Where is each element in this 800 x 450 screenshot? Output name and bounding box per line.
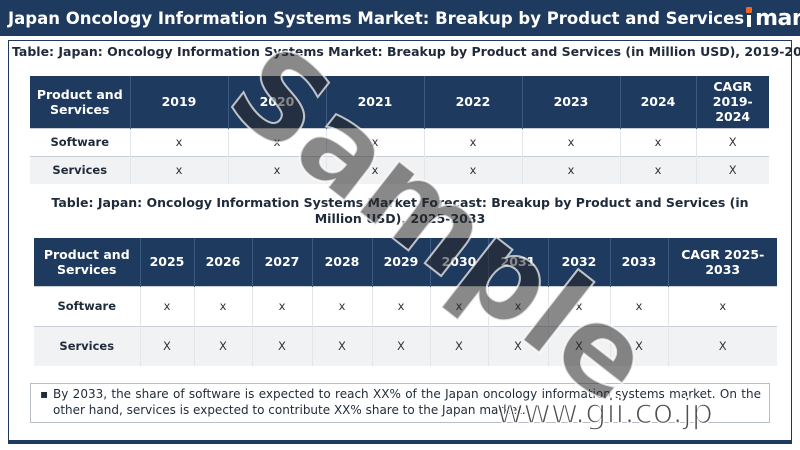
table-cell: X <box>372 325 431 366</box>
table-cell: x <box>194 285 253 326</box>
table-cell: x <box>252 285 313 326</box>
bullet-icon: ▪ <box>40 387 49 401</box>
table-cell: x <box>140 285 195 326</box>
table-cell: x <box>130 155 229 184</box>
column-header: 2032 <box>548 238 611 286</box>
table-cell: x <box>620 127 697 156</box>
row-label: Software <box>30 127 131 156</box>
table-cell: x <box>430 285 489 326</box>
column-header: 2024 <box>620 76 697 128</box>
column-header: 2022 <box>424 76 523 128</box>
table-row: Services x x x x x x X <box>30 155 769 184</box>
column-header: 2031 <box>488 238 549 286</box>
table-cell: X <box>668 325 777 366</box>
column-header: 2020 <box>228 76 327 128</box>
table-cell: X <box>488 325 549 366</box>
summary-text: By 2033, the share of software is expect… <box>53 387 761 417</box>
column-header: 2033 <box>610 238 669 286</box>
summary-note: ▪ By 2033, the share of software is expe… <box>30 383 770 423</box>
table-cell: x <box>326 155 425 184</box>
forecast-table: Product and Services 2025 2026 2027 2028… <box>34 238 777 366</box>
page-title: Japan Oncology Information Systems Marke… <box>8 8 745 28</box>
table-cell: X <box>140 325 195 366</box>
imarc-logo: marc <box>744 6 800 31</box>
table-cell: x <box>424 155 523 184</box>
table-cell: X <box>548 325 611 366</box>
column-header: 2019 <box>130 76 229 128</box>
table-cell: x <box>610 285 669 326</box>
table-row: Software x x x x x x X <box>30 127 769 156</box>
footer-bar <box>8 440 792 443</box>
table-cell: X <box>194 325 253 366</box>
table-cell: X <box>430 325 489 366</box>
table-row: Software x x x x x x x x x x <box>34 285 777 326</box>
table-cell: X <box>696 127 769 156</box>
table-cell: x <box>130 127 229 156</box>
column-header: 2021 <box>326 76 425 128</box>
column-header: 2026 <box>194 238 253 286</box>
table-cell: x <box>488 285 549 326</box>
column-header: 2023 <box>522 76 621 128</box>
table-cell: X <box>696 155 769 184</box>
logo-text: marc <box>755 5 800 31</box>
table-cell: x <box>228 127 327 156</box>
column-header: 2030 <box>430 238 489 286</box>
column-header: CAGR 2019-2024 <box>696 76 769 128</box>
historical-table: Product and Services 2019 2020 2021 2022… <box>30 76 769 184</box>
table-cell: x <box>424 127 523 156</box>
table-row: Services X X X X X X X X X X <box>34 325 777 366</box>
table-header-row: Product and Services 2025 2026 2027 2028… <box>34 238 777 286</box>
table-cell: X <box>610 325 669 366</box>
table-cell: x <box>522 127 621 156</box>
column-header: 2029 <box>372 238 431 286</box>
table-cell: x <box>326 127 425 156</box>
table-cell: X <box>252 325 313 366</box>
column-header: CAGR 2025-2033 <box>668 238 777 286</box>
row-label: Services <box>30 155 131 184</box>
table-cell: x <box>620 155 697 184</box>
column-header: 2025 <box>140 238 195 286</box>
column-header: 2027 <box>252 238 313 286</box>
header-bar: Japan Oncology Information Systems Marke… <box>0 0 800 36</box>
table-cell: x <box>548 285 611 326</box>
column-header: Product and Services <box>34 238 141 286</box>
table-cell: x <box>228 155 327 184</box>
column-header: 2028 <box>312 238 373 286</box>
table1-caption: Table: Japan: Oncology Information Syste… <box>12 44 800 59</box>
row-label: Software <box>34 285 141 326</box>
content-frame <box>8 40 792 444</box>
table-cell: x <box>522 155 621 184</box>
table-cell: x <box>668 285 777 326</box>
table2-caption: Table: Japan: Oncology Information Syste… <box>51 195 749 226</box>
logo-i-icon <box>744 7 754 29</box>
table-cell: X <box>312 325 373 366</box>
table-header-row: Product and Services 2019 2020 2021 2022… <box>30 76 769 128</box>
row-label: Services <box>34 325 141 366</box>
table-cell: x <box>312 285 373 326</box>
table-cell: x <box>372 285 431 326</box>
column-header: Product and Services <box>30 76 131 128</box>
